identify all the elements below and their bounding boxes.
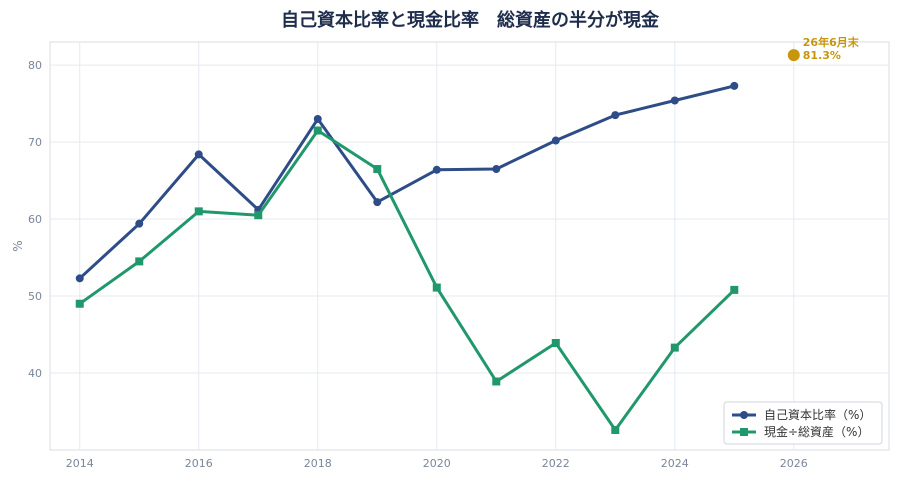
data-point [730, 285, 739, 294]
x-tick-label: 2022 [542, 457, 570, 470]
x-tick-label: 2026 [780, 457, 808, 470]
x-tick-label: 2024 [661, 457, 689, 470]
data-point [373, 198, 382, 207]
grid-lines [50, 42, 889, 450]
series-2 [75, 126, 739, 434]
y-tick-label: 70 [28, 136, 42, 149]
data-point [75, 299, 84, 308]
legend: 自己資本比率（%） 現金÷総資産（%） [723, 401, 883, 445]
data-point [551, 338, 560, 347]
data-point [373, 165, 382, 174]
chart-title: 自己資本比率と現金比率 総資産の半分が現金 [281, 9, 660, 31]
x-tick-label: 2014 [66, 457, 94, 470]
y-tick-label: 80 [28, 59, 42, 72]
y-tick-label: 50 [28, 290, 42, 303]
legend-marker [740, 411, 748, 419]
data-point [492, 165, 501, 174]
data-point [135, 219, 144, 228]
data-point [432, 283, 441, 292]
data-point [670, 96, 679, 105]
data-point [611, 111, 620, 120]
data-point [75, 274, 84, 283]
y-tick-label: 40 [28, 367, 42, 380]
data-point [194, 207, 203, 216]
legend-box [723, 401, 883, 445]
data-point [194, 150, 203, 159]
y-axis-label: % [11, 240, 25, 251]
data-point [313, 114, 322, 123]
annotation-value: 81.3% [803, 49, 841, 62]
series-1 [75, 81, 739, 283]
annotation-label: 26年6月末 [803, 35, 860, 49]
plot-area [49, 41, 890, 451]
series-line [78, 84, 735, 280]
data-point [670, 343, 679, 352]
annotation-point [787, 49, 800, 62]
data-point [313, 126, 322, 135]
x-tick-label: 2020 [423, 457, 451, 470]
legend-label: 現金÷総資産（%） [764, 424, 869, 439]
data-point [135, 257, 144, 266]
x-tick-label: 2018 [304, 457, 332, 470]
data-point [611, 425, 620, 434]
series-line [78, 129, 736, 432]
data-point [551, 136, 560, 145]
legend-label: 自己資本比率（%） [764, 407, 871, 422]
x-tick-label: 2016 [185, 457, 213, 470]
y-tick-label: 60 [28, 213, 42, 226]
legend-marker [740, 428, 748, 436]
y-axis-ticks: 40 50 60 70 80 [28, 59, 42, 380]
data-point [492, 377, 501, 386]
data-point [730, 81, 739, 90]
data-point [254, 211, 263, 220]
data-point [432, 165, 441, 174]
series-layer [75, 81, 739, 434]
x-axis-ticks: 2014 2016 2018 2020 2022 2024 2026 [66, 457, 808, 470]
